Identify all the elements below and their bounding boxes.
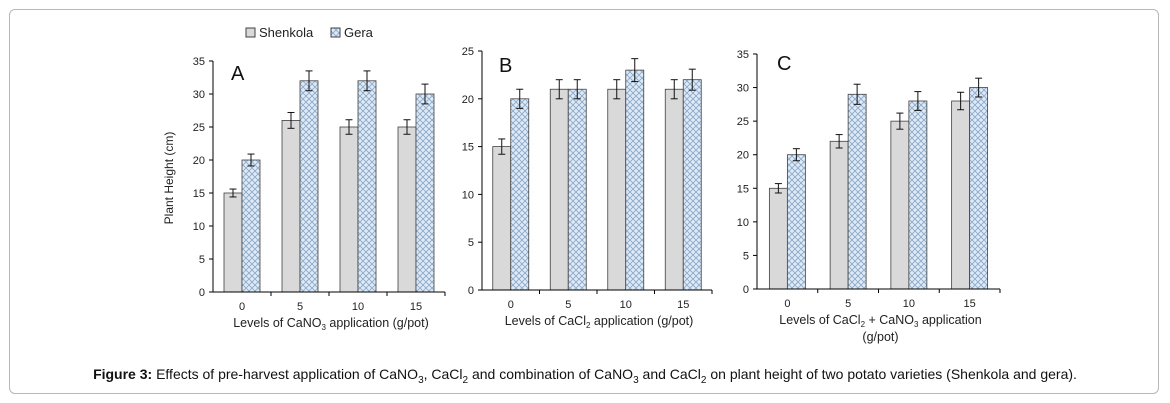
y-tick-label: 5 [468,237,474,249]
bar-shenkola [664,88,684,291]
y-tick-label: 10 [462,189,474,201]
y-tick-label: 0 [743,284,749,296]
x-tick-label: 5 [565,299,571,311]
chart-panel-c: C 0 5 10 15 20 25 30 35 0 5 10 15 Levels of CaCl2 + C… [737,49,1001,344]
y-tick-label: 5 [199,254,205,266]
x-tick-label: 0 [508,299,514,311]
x-tick-label: 5 [845,298,851,310]
y-tick-label: 35 [737,49,749,61]
legend-swatch-gera [330,27,341,38]
chart-panel-a: A 0 5 10 15 20 25 30 35 0 5 10 15 Levels of CaNO3 app… [193,56,446,332]
y-tick-label: 35 [193,56,205,68]
y-tick-label: 10 [193,221,205,233]
x-tick-label: 5 [297,301,303,313]
x-tick-label: 15 [410,301,422,313]
bar-gera [241,159,261,293]
y-tick-label: 0 [199,287,205,299]
y-tick-label: 20 [462,94,474,106]
bar-gera [299,80,319,293]
x-tick-label: 15 [964,298,976,310]
y-tick-label: 20 [193,155,205,167]
bar-shenkola [768,187,788,290]
legend-label-gera: Gera [344,25,374,40]
caption-text: Effects of pre-harvest application of Ca… [156,366,1077,386]
bar-shenkola [951,100,971,290]
bar-shenkola [397,126,417,293]
legend-swatch-shenkola [245,27,256,38]
x-tick-label: 0 [239,301,245,313]
legend-label-shenkola: Shenkola [259,25,314,40]
bar-gera [510,98,530,291]
x-axis-label-line2: (g/pot) [862,330,898,344]
y-tick-label: 15 [737,183,749,195]
x-tick-label: 10 [903,298,915,310]
figure-charts: Shenkola Gera Plant Height (cm) A 0 5 10 15 2… [162,25,1001,344]
bar-gera [847,93,867,290]
y-tick-label: 5 [743,250,749,262]
bar-gera [682,79,702,291]
x-tick-label: 0 [784,298,790,310]
y-tick-label: 30 [193,89,205,101]
bar-shenkola [549,88,569,291]
panel-label: B [499,55,512,77]
bar-gera [908,100,928,290]
x-axis-label: Levels of CaCl2 application (g/pot) [505,314,694,330]
x-tick-label: 10 [620,299,632,311]
bar-gera [567,88,587,291]
bar-gera [969,87,989,290]
bar-shenkola [281,120,301,293]
bar-shenkola [223,192,243,293]
panel-label: A [231,63,245,85]
x-tick-label: 15 [677,299,689,311]
bar-shenkola [492,146,512,291]
chart-panel-b: B 0 5 10 15 20 25 0 5 10 15 Levels of CaCl2 applica… [462,46,713,330]
y-tick-label: 30 [737,83,749,95]
bar-gera [357,80,377,293]
legend: Shenkola Gera [245,25,374,40]
y-axis-label: Plant Height (cm) [162,132,176,225]
y-tick-label: 25 [193,122,205,134]
bar-shenkola [890,120,910,290]
bar-shenkola [607,88,627,291]
bar-gera [415,93,435,293]
y-tick-label: 25 [462,46,474,58]
bar-gera [786,154,806,290]
bar-shenkola [829,140,849,290]
y-tick-label: 15 [193,188,205,200]
x-axis-label: Levels of CaCl2 + CaNO3 application [779,313,981,329]
x-axis-label: Levels of CaNO3 application (g/pot) [233,316,429,332]
y-tick-label: 20 [737,150,749,162]
bar-gera [625,69,645,291]
x-tick-label: 10 [352,301,364,313]
y-tick-label: 25 [737,116,749,128]
y-tick-label: 10 [737,217,749,229]
panel-label: C [777,53,791,75]
caption-label: Figure 3: [93,366,153,382]
bar-shenkola [339,126,359,293]
figure-caption: Figure 3: Effects of pre-harvest applica… [0,366,1170,386]
y-tick-label: 15 [462,142,474,154]
y-tick-label: 0 [468,285,474,297]
